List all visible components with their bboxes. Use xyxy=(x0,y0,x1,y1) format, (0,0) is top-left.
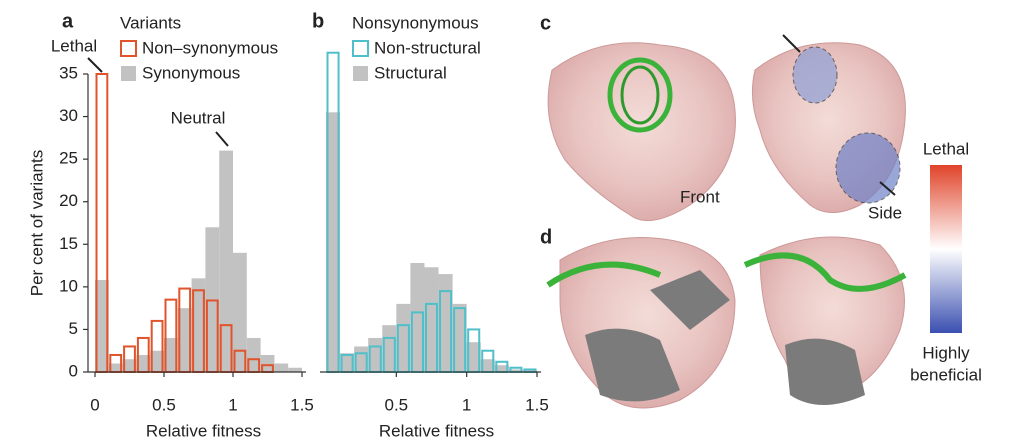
legend-label: Non-structural xyxy=(374,38,481,57)
x-tick-label: 0.5 xyxy=(152,395,176,414)
annotation: Neutral xyxy=(171,108,226,127)
view-label: Side xyxy=(868,203,902,222)
cut-section xyxy=(650,270,730,330)
bar xyxy=(438,274,453,372)
y-tick-label: 5 xyxy=(69,319,78,338)
colorbar xyxy=(930,165,962,333)
view-label: Front xyxy=(680,187,720,206)
x-tick-label: 1 xyxy=(228,395,237,414)
legend-swatch xyxy=(121,66,136,81)
bar xyxy=(219,150,233,372)
bar xyxy=(396,303,411,372)
panel-label: a xyxy=(62,10,74,32)
dna-helix xyxy=(620,65,660,125)
arrow xyxy=(782,34,801,53)
highlight xyxy=(835,132,901,204)
panel-label: b xyxy=(312,10,324,32)
bar xyxy=(164,337,178,372)
dna-helix xyxy=(743,252,907,292)
bar xyxy=(191,278,206,372)
y-tick-label: 35 xyxy=(59,63,78,82)
bar xyxy=(288,367,302,372)
bar xyxy=(466,342,481,372)
x-axis-label: Relative fitness xyxy=(146,421,261,440)
x-tick-label: 0.5 xyxy=(385,395,409,414)
x-tick-label: 1.5 xyxy=(525,395,549,414)
panel-label: c xyxy=(540,12,551,34)
bar xyxy=(150,350,164,372)
legend-swatch xyxy=(353,66,368,81)
legend-swatch xyxy=(352,40,369,57)
bar xyxy=(410,263,425,372)
bar xyxy=(122,359,137,372)
bar xyxy=(424,267,439,372)
bar xyxy=(452,303,467,372)
bar xyxy=(480,359,495,372)
y-tick-label: 10 xyxy=(59,276,78,295)
x-tick-label: 0 xyxy=(90,395,99,414)
legend-label: Structural xyxy=(374,63,447,82)
y-axis-label: Per cent of variants xyxy=(27,150,46,296)
colorbar-label: Lethal xyxy=(923,139,969,158)
colorbar-label: beneficial xyxy=(910,365,982,384)
bar xyxy=(136,354,151,372)
bar xyxy=(494,365,509,372)
x-axis-label: Relative fitness xyxy=(379,421,494,440)
highlight xyxy=(792,46,838,104)
dna-helix xyxy=(607,57,673,133)
structure-images xyxy=(546,34,962,409)
panel-label: d xyxy=(540,226,552,248)
bar xyxy=(326,112,341,373)
annotation-arrow xyxy=(215,131,229,147)
bar xyxy=(246,337,261,372)
y-tick-label: 30 xyxy=(59,106,78,125)
bar xyxy=(233,252,247,372)
annotation: Lethal xyxy=(51,36,97,55)
annotation-arrow xyxy=(87,57,103,73)
legend-title: Variants xyxy=(120,13,181,32)
x-tick-label: 1 xyxy=(462,395,471,414)
x-tick-label: 1.5 xyxy=(290,395,314,414)
legend-label: Non–synonymous xyxy=(142,38,278,57)
bar xyxy=(108,363,123,372)
bar xyxy=(340,353,355,372)
bar xyxy=(177,308,192,372)
y-tick-label: 25 xyxy=(59,149,78,168)
dna-helix xyxy=(546,261,662,288)
bar xyxy=(260,354,275,372)
y-tick-label: 20 xyxy=(59,191,78,210)
bar xyxy=(95,280,109,372)
legend-title: Nonsynonymous xyxy=(352,13,479,32)
y-tick-label: 0 xyxy=(69,361,78,380)
bar xyxy=(382,325,397,372)
cut-section xyxy=(585,328,680,402)
y-tick-label: 15 xyxy=(59,234,78,253)
legend-label: Synonymous xyxy=(142,63,240,82)
cut-section xyxy=(785,338,865,405)
arrow xyxy=(879,181,896,196)
bar xyxy=(274,363,289,372)
bar xyxy=(508,369,523,372)
colorbar-label: Highly xyxy=(922,343,970,362)
legend-swatch xyxy=(120,40,137,57)
